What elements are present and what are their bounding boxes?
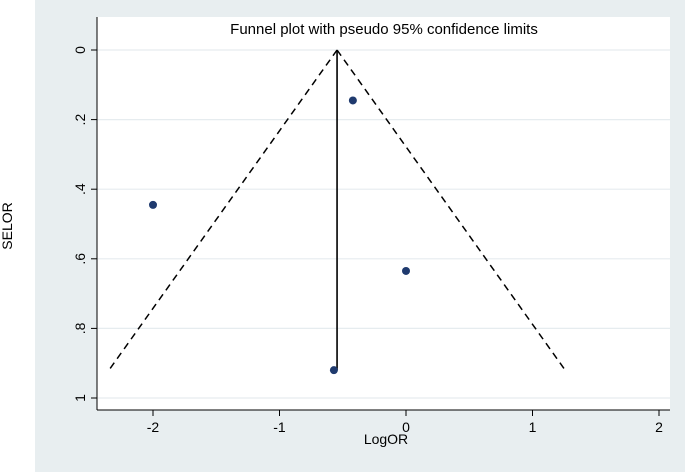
y-tick-label: 0 — [72, 46, 88, 54]
x-tick-label: 1 — [529, 419, 537, 435]
y-tick-label: .2 — [72, 114, 88, 126]
grid-lines — [97, 49, 670, 399]
y-tick-label: .4 — [72, 183, 88, 195]
data-points — [149, 96, 410, 375]
x-tick-label: 0 — [402, 419, 410, 435]
x-axis-label: LogOR — [364, 431, 408, 447]
upper-ci-line — [336, 49, 566, 371]
axis-labels: 0 .2 .4 .6 .8 1 -2 -1 0 1 2 — [72, 46, 663, 435]
data-point — [402, 266, 410, 275]
chart-title: Funnel plot with pseudo 95% confidence l… — [230, 21, 538, 38]
funnel-lines — [108, 49, 566, 371]
x-tick-label: -1 — [273, 419, 286, 435]
y-axis-label: SELOR — [0, 202, 15, 249]
y-tick-label: .6 — [72, 253, 88, 265]
data-point — [348, 96, 357, 105]
axes — [91, 17, 670, 416]
data-point — [329, 366, 338, 375]
lower-ci-line — [108, 49, 338, 371]
y-tick-label: .8 — [72, 322, 88, 334]
x-tick-label: -2 — [147, 419, 160, 435]
data-point — [149, 200, 157, 209]
y-tick-label: 1 — [72, 394, 88, 402]
x-tick-label: 2 — [655, 419, 663, 435]
plot-area — [97, 17, 670, 410]
